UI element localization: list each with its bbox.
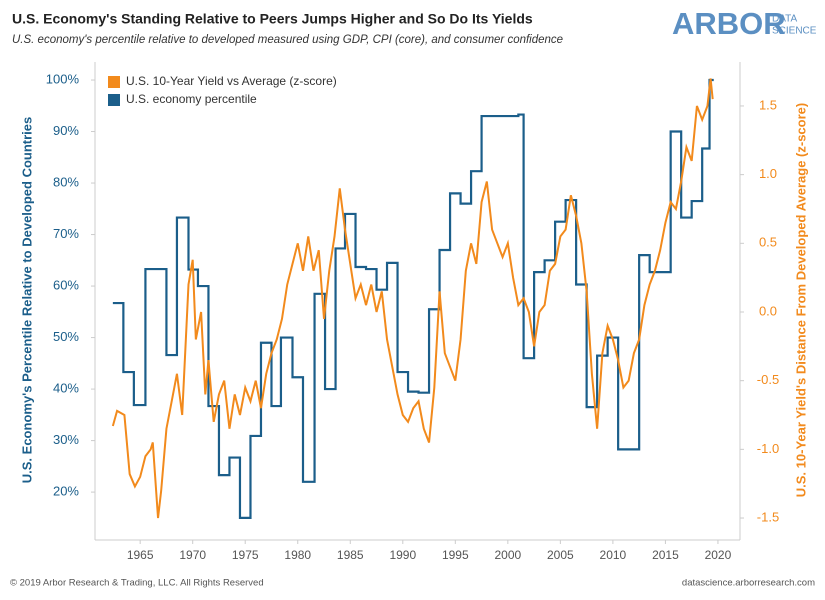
- x-tick-label: 1980: [284, 548, 311, 562]
- y-tick-label: 70%: [53, 226, 79, 241]
- logo-tagline: SCIENCE: [772, 26, 817, 37]
- y-tick-label: 60%: [53, 278, 79, 293]
- x-tick-label: 2010: [600, 548, 627, 562]
- x-tick-label: 2015: [652, 548, 679, 562]
- x-tick-label: 1975: [232, 548, 259, 562]
- y-tick-label: 40%: [53, 381, 79, 396]
- series-line: [111, 78, 714, 519]
- y2-tick-label: -0.5: [757, 372, 779, 387]
- legend-label: U.S. economy percentile: [126, 92, 257, 106]
- x-tick-label: 1995: [442, 548, 469, 562]
- logo-name: ARBOR: [672, 6, 786, 41]
- y2-tick-label: 0.5: [759, 235, 777, 250]
- chart-subtitle: U.S. economy's percentile relative to de…: [12, 34, 563, 46]
- y-tick-label: 100%: [46, 71, 80, 86]
- x-tick-label: 1985: [337, 548, 364, 562]
- x-tick-label: 2005: [547, 548, 574, 562]
- legend-label: U.S. 10-Year Yield vs Average (z-score): [126, 74, 337, 88]
- footer-copyright: © 2019 Arbor Research & Trading, LLC. Al…: [10, 578, 264, 589]
- y2-tick-label: -1.0: [757, 441, 779, 456]
- y2-axis-label: U.S. 10-Year Yield's Distance From Devel…: [793, 103, 808, 497]
- legend-swatch: [108, 94, 120, 106]
- y2-tick-label: 1.5: [759, 97, 777, 112]
- footer-url: datascience.arborresearch.com: [682, 578, 815, 589]
- chart-title: U.S. Economy's Standing Relative to Peer…: [12, 11, 533, 27]
- x-tick-label: 2000: [494, 548, 521, 562]
- y-tick-label: 50%: [53, 329, 79, 344]
- y-axis-label: U.S. Economy's Percentile Relative to De…: [19, 117, 34, 483]
- x-tick-label: 2020: [705, 548, 732, 562]
- x-tick-label: 1965: [127, 548, 154, 562]
- x-tick-label: 1990: [389, 548, 416, 562]
- series-line: [112, 78, 714, 519]
- y2-tick-label: -1.5: [757, 509, 779, 524]
- y-tick-label: 20%: [53, 484, 79, 499]
- logo-tagline: DATA: [772, 14, 798, 25]
- y-tick-label: 30%: [53, 432, 79, 447]
- y-tick-label: 90%: [53, 123, 79, 138]
- x-tick-label: 1970: [179, 548, 206, 562]
- legend-swatch: [108, 76, 120, 88]
- y2-tick-label: 1.0: [759, 166, 777, 181]
- y-tick-label: 80%: [53, 174, 79, 189]
- y2-tick-label: 0.0: [759, 303, 777, 318]
